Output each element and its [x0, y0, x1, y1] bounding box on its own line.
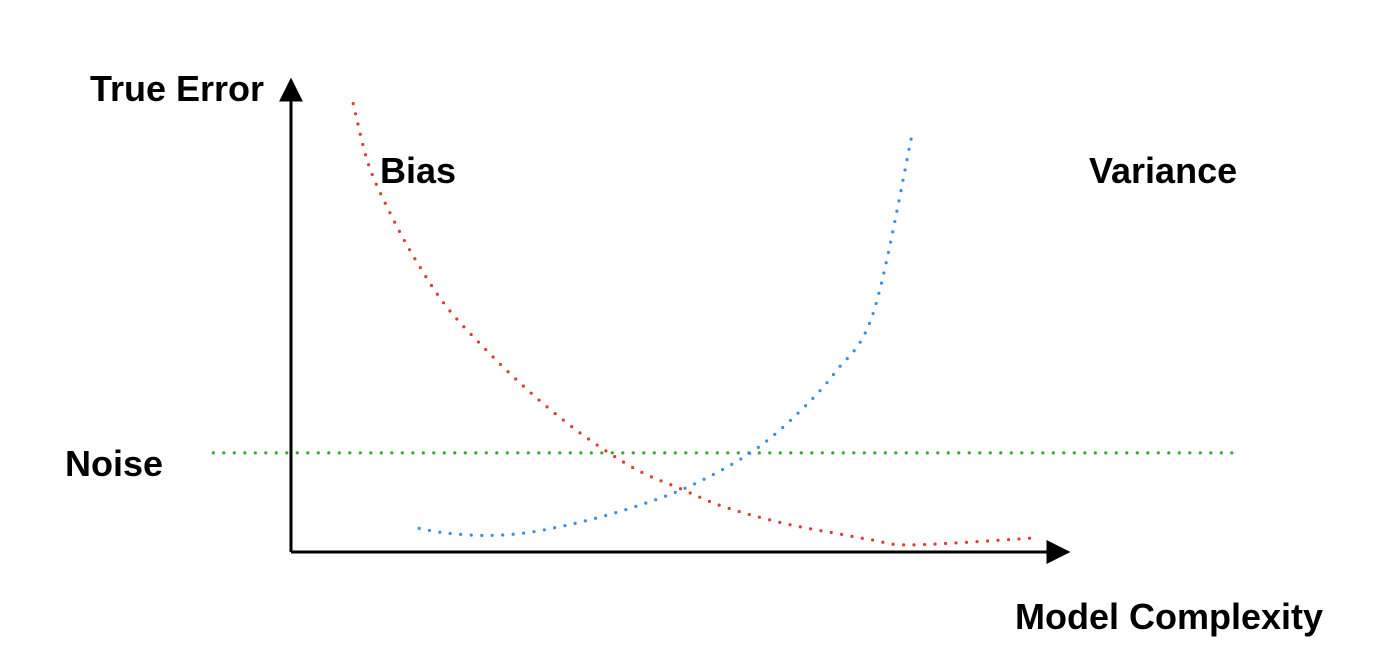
y-axis-label: True Error [90, 68, 264, 109]
variance-label: Variance [1089, 150, 1237, 191]
x-axis-label: Model Complexity [1015, 596, 1323, 637]
noise-label: Noise [65, 443, 163, 484]
bias-curve [351, 102, 1039, 547]
variance-curve [417, 130, 915, 538]
bias-label: Bias [380, 150, 456, 191]
